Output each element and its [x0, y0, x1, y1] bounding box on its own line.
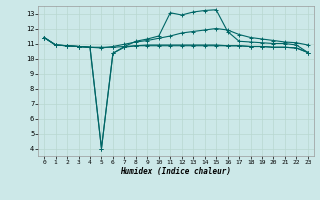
X-axis label: Humidex (Indice chaleur): Humidex (Indice chaleur) — [121, 167, 231, 176]
